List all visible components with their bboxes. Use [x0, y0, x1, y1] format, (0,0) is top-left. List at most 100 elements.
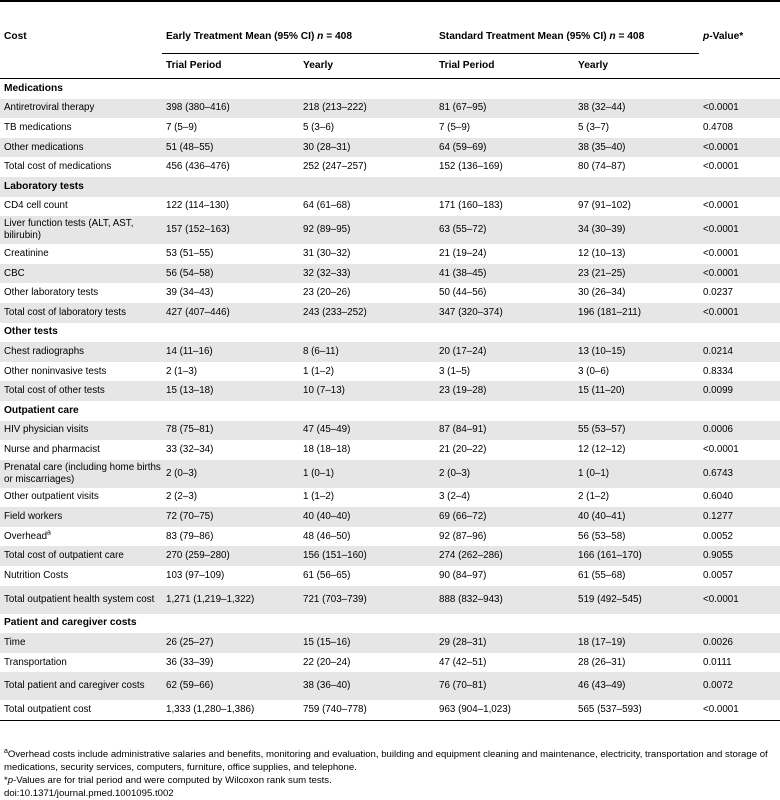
cell-standard-yearly: 97 (91–102): [574, 196, 700, 217]
cell-p-value: 0.6040: [699, 487, 780, 508]
table-row: Other noninvasive tests 2 (1–3) 1 (1–2) 3 (…: [0, 361, 780, 382]
cell-p-value: <0.0001: [699, 98, 780, 119]
cell-standard-yearly: 28 (26–31): [574, 652, 700, 673]
cell-standard-trial-period: 3 (2–4): [435, 487, 575, 508]
cell-standard-yearly: 30 (26–34): [574, 283, 700, 303]
cell-standard-yearly: 5 (3–7): [574, 118, 700, 138]
cell-early-trial-period: 53 (51–55): [162, 244, 299, 264]
cell-p-value: 0.0111: [699, 652, 780, 673]
header-pvalue: p-Value*: [703, 30, 744, 42]
cell-early-yearly: 252 (247–257): [299, 157, 436, 177]
cell-standard-trial-period: 92 (87–96): [435, 526, 575, 547]
cell-standard-trial-period: 274 (262–286): [435, 546, 575, 567]
cell-row-label: Total outpatient health system cost: [0, 585, 162, 614]
cell-early-trial-period: 103 (97–109): [162, 566, 299, 586]
cell-early-yearly: 92 (89–95): [299, 216, 436, 245]
cell-row-label: Antiretroviral therapy: [0, 98, 162, 119]
cell-p-value: 0.0006: [699, 420, 780, 441]
cell-early-yearly: 1 (0–1): [299, 459, 436, 488]
footnote-overhead: aOverhead costs include administrative s…: [4, 747, 768, 773]
cell-standard-trial-period: 171 (160–183): [435, 196, 575, 217]
cell-row-label: Nutrition Costs: [0, 566, 162, 586]
cell-p-value: <0.0001: [699, 244, 780, 264]
cell-p-value: 0.0099: [699, 381, 780, 401]
doi-line: doi:10.1371/journal.pmed.1001095.t002: [4, 788, 174, 799]
cell-standard-trial-period: 41 (38–45): [435, 263, 575, 284]
cell-standard-yearly: 15 (11–20): [574, 381, 700, 401]
table-row: Transportation 36 (33–39) 22 (20–24) 47 (42…: [0, 652, 780, 673]
cell-row-label: Total cost of laboratory tests: [0, 302, 162, 323]
cell-early-trial-period: 83 (79–86): [162, 526, 299, 547]
cell-early-trial-period: 456 (436–476): [162, 157, 299, 177]
table-row: Antiretroviral therapy 398 (380–416) 218 (…: [0, 98, 780, 119]
cell-standard-trial-period: 81 (67–95): [435, 98, 575, 119]
cell-row-label: Total outpatient cost: [0, 700, 162, 722]
table-row: Total cost of other tests 15 (13–18) 10 (7…: [0, 381, 780, 401]
cell-standard-yearly: 565 (537–593): [574, 700, 700, 722]
table-row: Prenatal care (including home births or …: [0, 459, 780, 488]
cell-early-trial-period: 2 (0–3): [162, 459, 299, 488]
cell-standard-yearly: 61 (55–68): [574, 566, 700, 586]
table-row: CBC 56 (54–58) 32 (32–33) 41 (38–45) 23 (21–…: [0, 263, 780, 284]
cell-standard-yearly: 2 (1–2): [574, 487, 700, 508]
cell-early-trial-period: 1,333 (1,280–1,386): [162, 700, 299, 722]
header-standard-yearly: Yearly: [574, 53, 700, 79]
cell-early-yearly: 18 (18–18): [299, 440, 436, 460]
cell-standard-trial-period: 963 (904–1,023): [435, 700, 575, 722]
table-row: HIV physician visits 78 (75–81) 47 (45–49)…: [0, 420, 780, 441]
cell-row-label: Transportation: [0, 652, 162, 673]
cell-early-yearly: 1 (1–2): [299, 487, 436, 508]
header-cost: Cost: [4, 30, 27, 42]
table-row: Total patient and caregiver costs 62 (59–…: [0, 672, 780, 701]
cell-standard-yearly: 34 (30–39): [574, 216, 700, 245]
cell-p-value: <0.0001: [699, 137, 780, 158]
header-early-treatment: Early Treatment Mean (95% CI) n = 408: [162, 20, 436, 54]
cell-early-yearly: 32 (32–33): [299, 263, 436, 284]
cell-standard-yearly: 56 (53–58): [574, 526, 700, 547]
cell-standard-yearly: 12 (10–13): [574, 244, 700, 264]
section-laboratory-tests: Laboratory tests: [0, 176, 780, 197]
cell-row-label: Other laboratory tests: [0, 283, 162, 303]
cell-early-yearly: 5 (3–6): [299, 118, 436, 138]
cell-standard-trial-period: 90 (84–97): [435, 566, 575, 586]
cell-row-label: Other medications: [0, 137, 162, 158]
cell-p-value: 0.6743: [699, 459, 780, 488]
header-row-1: Cost Early Treatment Mean (95% CI) n = 4…: [0, 20, 780, 54]
cell-row-label: Prenatal care (including home births or …: [0, 459, 162, 488]
cell-early-yearly: 156 (151–160): [299, 546, 436, 567]
header-row-2: Trial Period Yearly Trial Period Yearly: [0, 53, 780, 79]
table-row: Other medications 51 (48–55) 30 (28–31) 64 …: [0, 137, 780, 158]
cell-standard-trial-period: 2 (0–3): [435, 459, 575, 488]
cell-row-label: Liver function tests (ALT, AST, bilirubi…: [0, 216, 162, 245]
cell-early-trial-period: 15 (13–18): [162, 381, 299, 401]
cell-standard-trial-period: 76 (70–81): [435, 672, 575, 701]
cell-row-label: Nurse and pharmacist: [0, 440, 162, 460]
cell-standard-yearly: 196 (181–211): [574, 302, 700, 323]
table-row: Total cost of medications 456 (436–476) 25…: [0, 157, 780, 177]
cell-early-trial-period: 122 (114–130): [162, 196, 299, 217]
cell-standard-yearly: 18 (17–19): [574, 633, 700, 653]
cell-early-yearly: 40 (40–40): [299, 507, 436, 527]
cell-row-label: Creatinine: [0, 244, 162, 264]
cell-early-yearly: 64 (61–68): [299, 196, 436, 217]
section-other-tests: Other tests: [0, 322, 780, 343]
section-outpatient-care: Outpatient care: [0, 400, 780, 421]
cell-early-trial-period: 157 (152–163): [162, 216, 299, 245]
cell-early-yearly: 30 (28–31): [299, 137, 436, 158]
cell-standard-trial-period: 20 (17–24): [435, 342, 575, 362]
cell-p-value: <0.0001: [699, 302, 780, 323]
header-early-trial-period: Trial Period: [162, 53, 299, 79]
cell-standard-trial-period: 69 (66–72): [435, 507, 575, 527]
table-row: Other laboratory tests 39 (34–43) 23 (20–2…: [0, 283, 780, 303]
cell-early-yearly: 48 (46–50): [299, 526, 436, 547]
cell-row-label: TB medications: [0, 118, 162, 138]
cell-early-yearly: 61 (56–65): [299, 566, 436, 586]
cell-standard-trial-period: 63 (55–72): [435, 216, 575, 245]
cell-p-value: <0.0001: [699, 700, 780, 722]
cell-p-value: <0.0001: [699, 216, 780, 245]
cell-early-trial-period: 14 (11–16): [162, 342, 299, 362]
cell-p-value: <0.0001: [699, 263, 780, 284]
cell-early-yearly: 759 (740–778): [299, 700, 436, 722]
cell-early-trial-period: 1,271 (1,219–1,322): [162, 585, 299, 614]
table-row: Total outpatient cost 1,333 (1,280–1,386)…: [0, 700, 780, 722]
